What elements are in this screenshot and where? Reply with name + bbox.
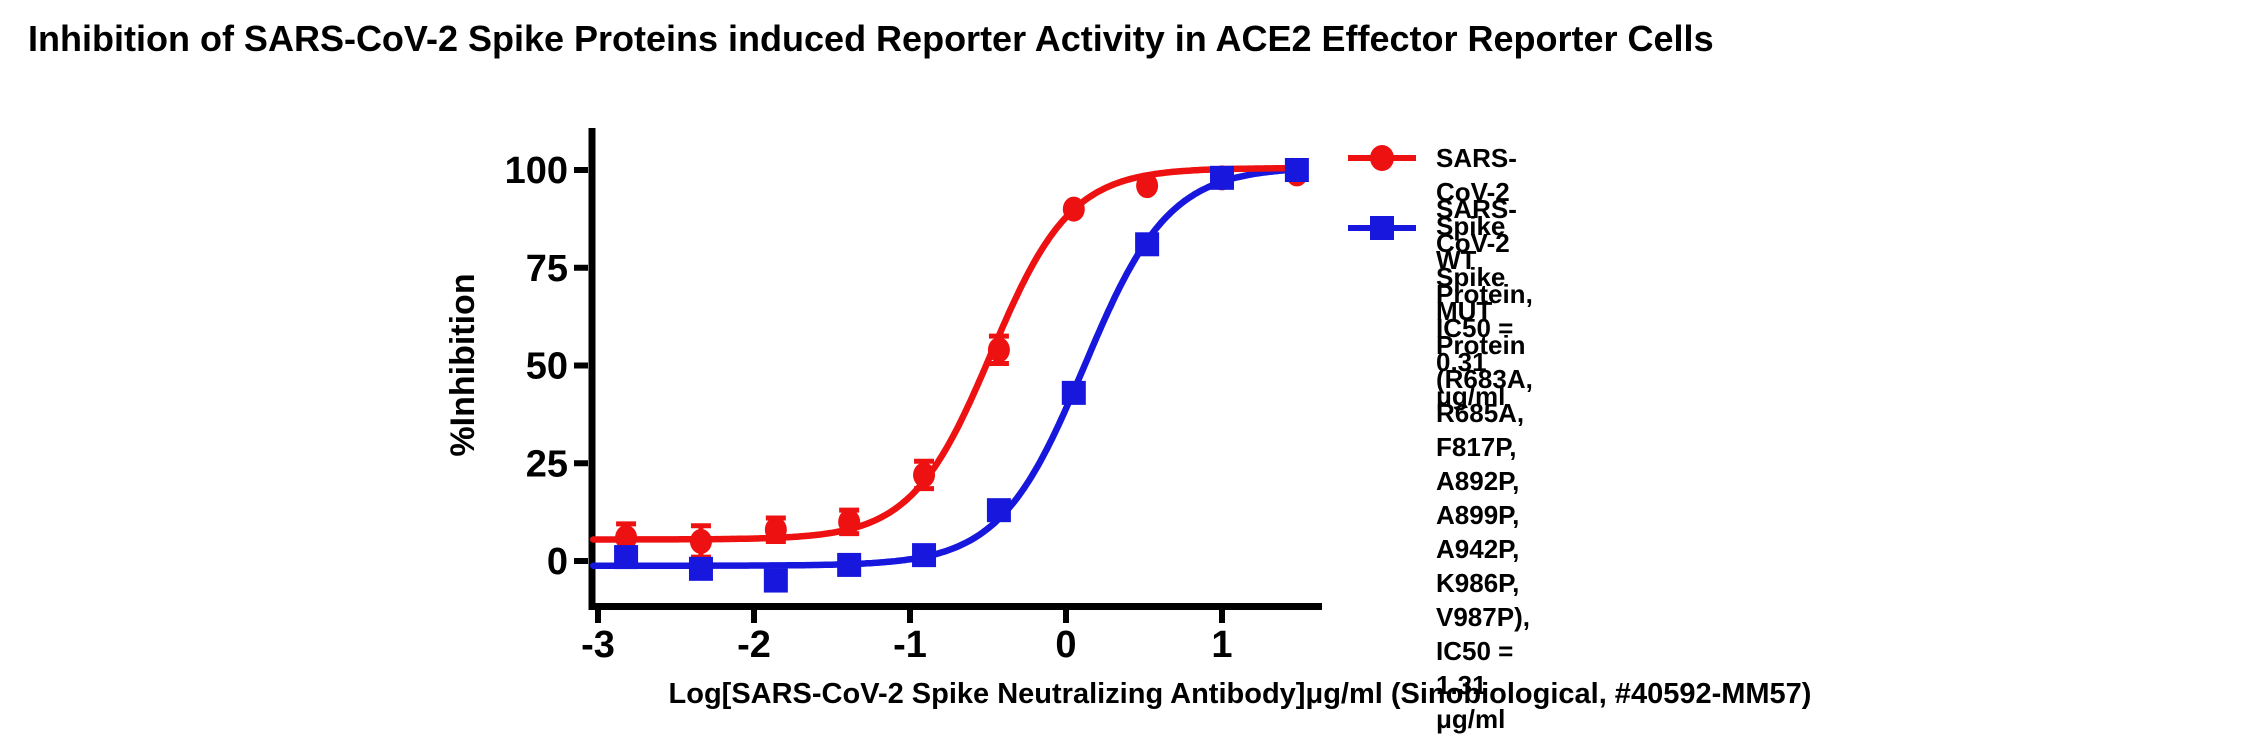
svg-text:-3: -3 bbox=[581, 624, 615, 666]
y-axis-label: %Inhibition bbox=[444, 273, 482, 457]
svg-text:75: 75 bbox=[526, 248, 568, 290]
legend-item-wt: SARS-CoV-2 Spike WT Protein, IC50 = 0.31… bbox=[1346, 141, 1533, 413]
svg-text:0: 0 bbox=[547, 541, 568, 583]
svg-text:25: 25 bbox=[526, 443, 568, 485]
svg-text:100: 100 bbox=[505, 150, 568, 192]
mut-series-marker-icon bbox=[1346, 211, 1418, 245]
legend-label-mut-line2: A899P, A942P, K986P, V987P), IC50 = 1.31… bbox=[1436, 500, 1538, 734]
chart-title: Inhibition of SARS-CoV-2 Spike Proteins … bbox=[28, 18, 1714, 59]
wt-series-marker-icon bbox=[1346, 141, 1418, 175]
legend-label-wt: SARS-CoV-2 Spike WT Protein, IC50 = 0.31… bbox=[1436, 143, 1548, 411]
svg-text:0: 0 bbox=[1055, 624, 1076, 666]
legend-item-mut: SARS-CoV-2 Spike MUT Protein (R683A, R68… bbox=[1346, 192, 1533, 736]
legend-label-mut-line1: SARS-CoV-2 Spike MUT Protein (R683A, R68… bbox=[1436, 194, 1541, 496]
x-axis-label: Log[SARS-CoV-2 Spike Neutralizing Antibo… bbox=[668, 678, 1812, 710]
svg-text:-2: -2 bbox=[737, 624, 771, 666]
svg-text:1: 1 bbox=[1211, 624, 1232, 666]
svg-text:-1: -1 bbox=[893, 624, 927, 666]
legend-label-mut: SARS-CoV-2 Spike MUT Protein (R683A, R68… bbox=[1436, 192, 1533, 736]
svg-text:50: 50 bbox=[526, 346, 568, 388]
